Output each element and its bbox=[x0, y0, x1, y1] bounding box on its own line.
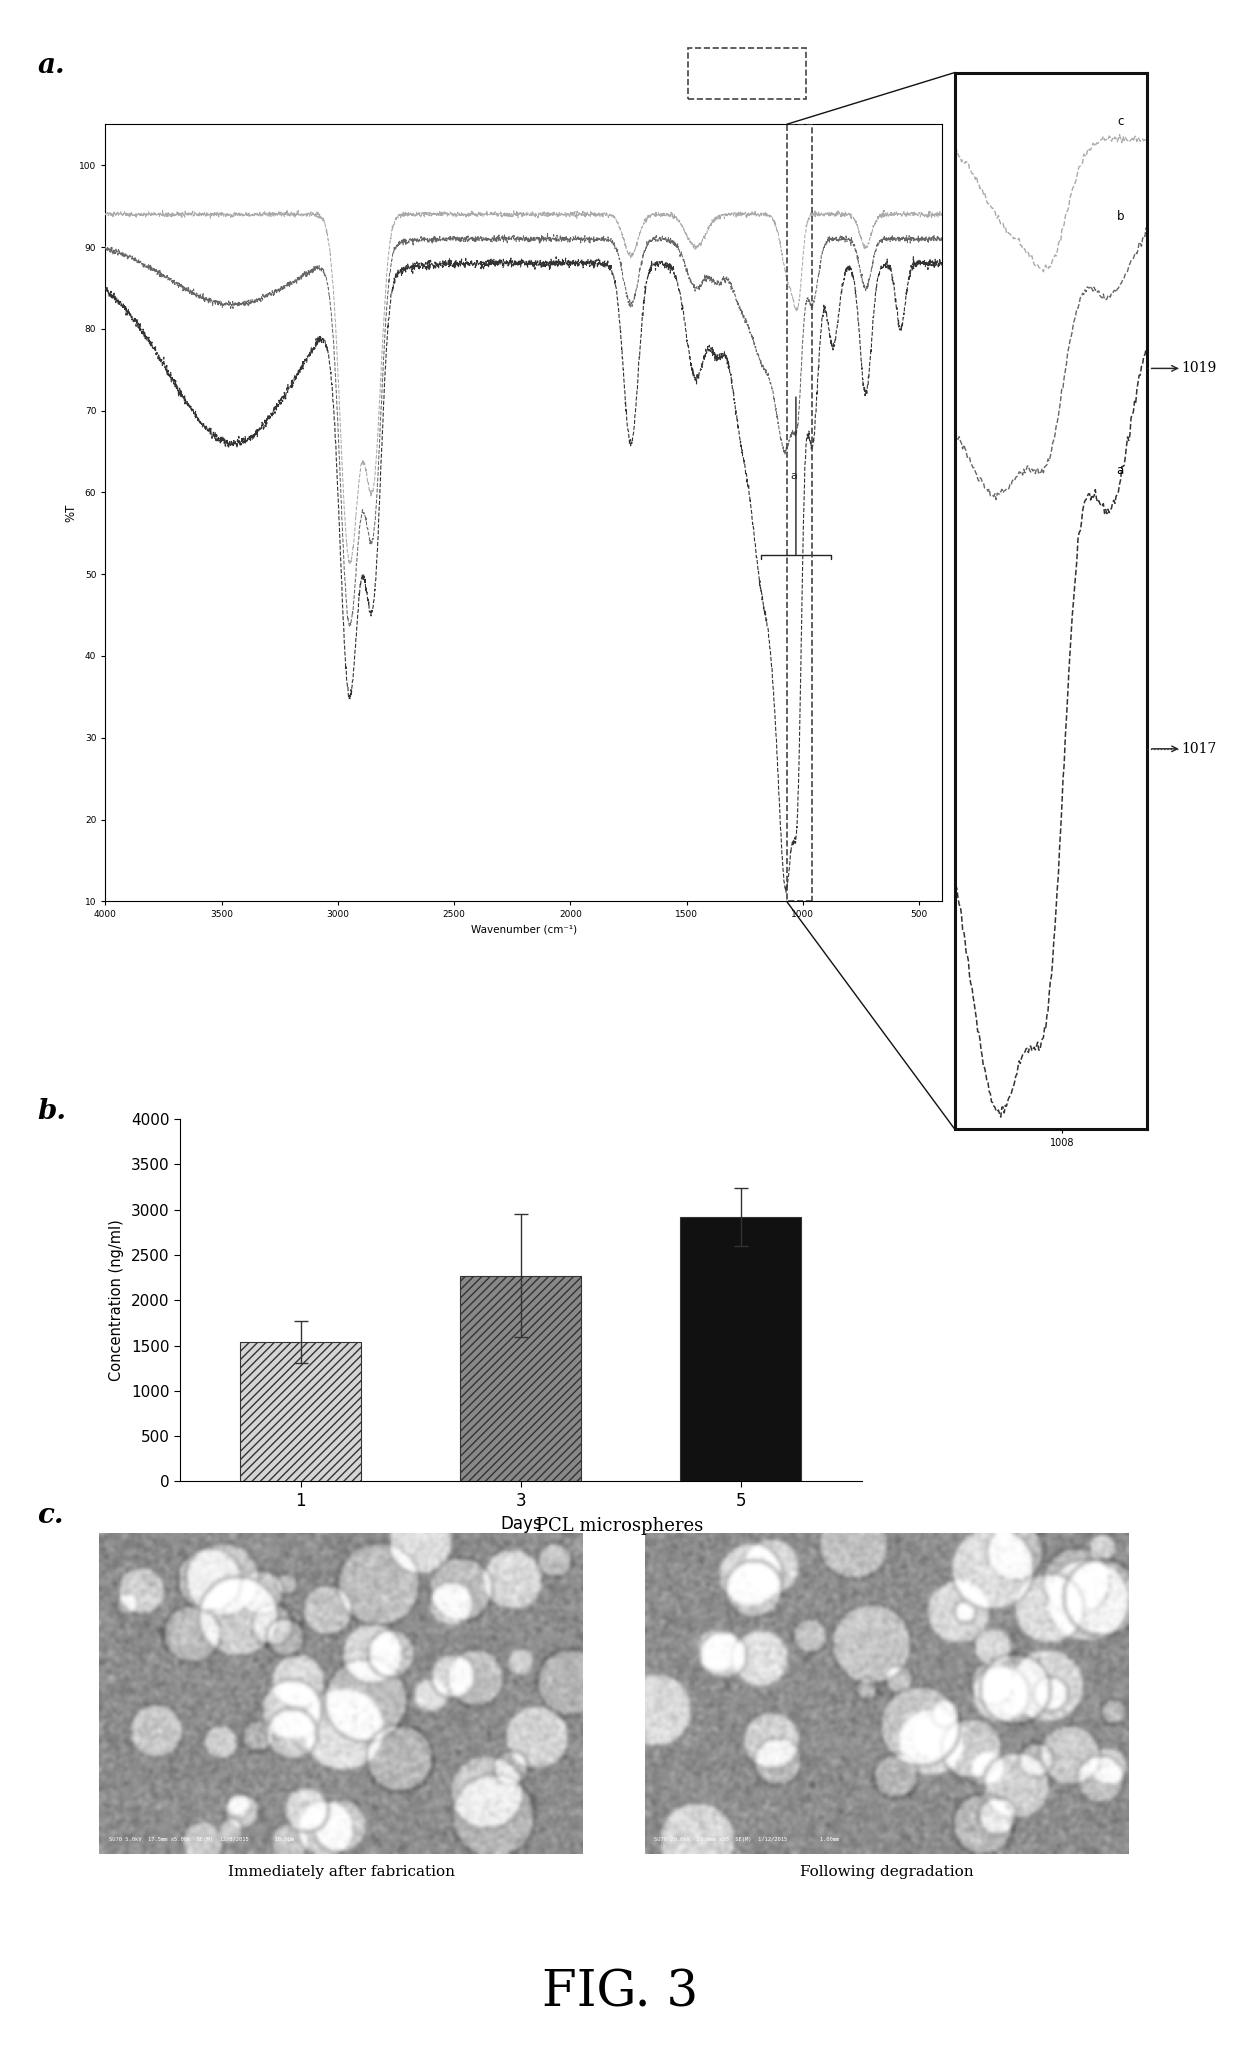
Bar bbox=[460, 1276, 582, 1481]
Text: c: c bbox=[1117, 114, 1123, 128]
Y-axis label: Concentration (ng/ml): Concentration (ng/ml) bbox=[109, 1218, 124, 1382]
X-axis label: Wavenumber (cm⁻¹): Wavenumber (cm⁻¹) bbox=[471, 924, 577, 934]
Text: a.: a. bbox=[37, 52, 64, 79]
Bar bbox=[786, 124, 812, 901]
Y-axis label: %T: %T bbox=[64, 503, 78, 522]
Text: a: a bbox=[790, 470, 797, 481]
Text: c.: c. bbox=[37, 1502, 63, 1529]
Text: PCL microspheres: PCL microspheres bbox=[537, 1517, 703, 1535]
Text: Following degradation: Following degradation bbox=[800, 1865, 973, 1879]
Text: Immediately after fabrication: Immediately after fabrication bbox=[227, 1865, 455, 1879]
Text: SU70 20.0kV  20.9mm x50  SE(M)  1/12/2015          1.00mm: SU70 20.0kV 20.9mm x50 SE(M) 1/12/2015 1… bbox=[655, 1836, 839, 1842]
Text: b.: b. bbox=[37, 1098, 66, 1125]
Text: 1019: 1019 bbox=[1182, 361, 1216, 375]
Bar bbox=[241, 1343, 361, 1481]
Text: b: b bbox=[1116, 209, 1123, 224]
Text: 1017: 1017 bbox=[1182, 742, 1218, 756]
Bar bbox=[681, 1216, 801, 1481]
Text: SU70 5.0kV  17.5mm x5.00k  SE(M)  12/8/2015        10.0μm: SU70 5.0kV 17.5mm x5.00k SE(M) 12/8/2015… bbox=[109, 1836, 294, 1842]
Text: FIG. 3: FIG. 3 bbox=[542, 1968, 698, 2018]
X-axis label: Days: Days bbox=[500, 1515, 542, 1533]
Text: a: a bbox=[1117, 464, 1123, 477]
